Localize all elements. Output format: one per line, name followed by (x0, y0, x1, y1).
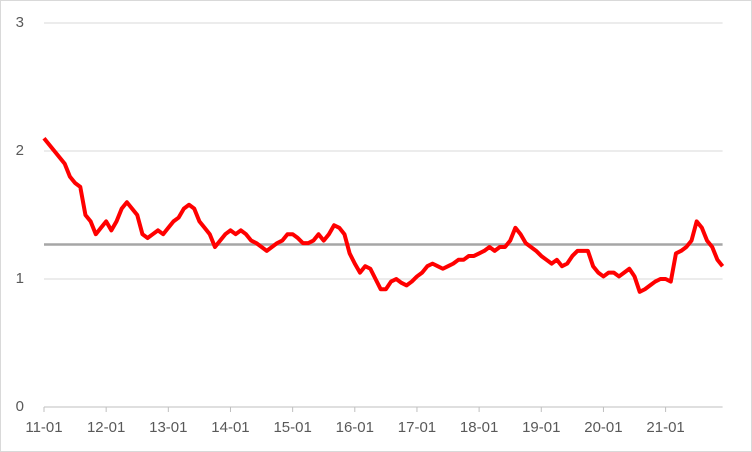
x-tick-label: 20-01 (584, 419, 622, 436)
y-tick-label: 1 (16, 270, 24, 287)
x-tick-label: 16-01 (336, 419, 374, 436)
x-tick-label: 17-01 (398, 419, 436, 436)
x-tick-label: 19-01 (522, 419, 560, 436)
x-tick-label: 11-01 (25, 419, 62, 436)
x-tick-label: 14-01 (211, 419, 249, 436)
x-tick-label: 15-01 (273, 419, 311, 436)
x-tick-label: 13-01 (149, 419, 187, 436)
x-tick-label: 18-01 (460, 419, 498, 436)
x-tick-label: 12-01 (87, 419, 125, 436)
y-tick-label: 3 (16, 14, 24, 31)
y-tick-label: 0 (16, 398, 24, 415)
x-tick-label: 21-01 (646, 419, 684, 436)
series-line (42, 136, 725, 294)
y-tick-label: 2 (16, 142, 24, 159)
